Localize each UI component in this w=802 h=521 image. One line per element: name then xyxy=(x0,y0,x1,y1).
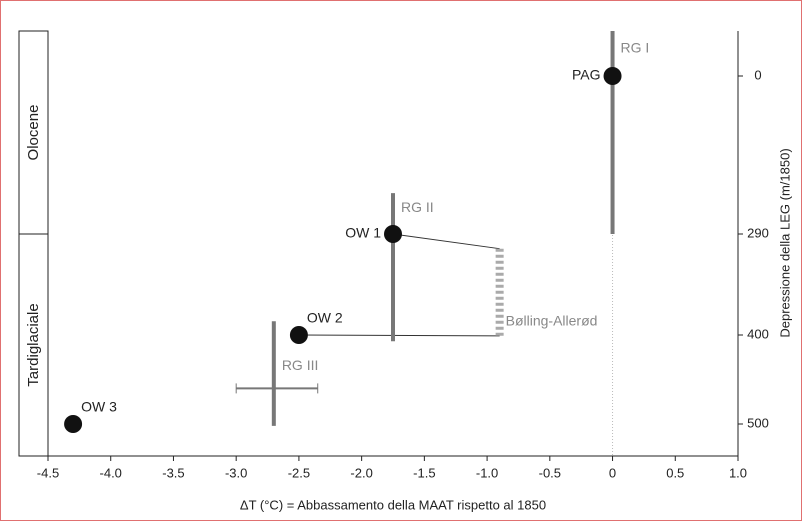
connector xyxy=(392,233,500,250)
y-tick-label: 400 xyxy=(747,326,769,341)
point xyxy=(384,225,402,243)
x-tick-label: 0 xyxy=(609,465,616,480)
point xyxy=(64,415,83,433)
point-label: PAG xyxy=(572,67,601,83)
y-tick-label: 290 xyxy=(747,225,769,240)
range-label: RG II xyxy=(401,199,434,215)
point-label: OW 1 xyxy=(345,225,381,241)
point xyxy=(289,326,308,344)
x-tick-label: -1.5 xyxy=(413,465,435,480)
x-axis-label: ΔT (°C) = Abbassamento della MAAT rispet… xyxy=(240,497,546,512)
period-box xyxy=(18,233,49,457)
range-label: RG III xyxy=(282,357,319,373)
x-tick-label: -4.5 xyxy=(37,465,59,480)
x-tick-label: -3.5 xyxy=(162,465,184,480)
period-label: Tardiglaciale xyxy=(25,303,42,386)
y-axis-label: Depressione della LEG (m/1850) xyxy=(777,148,792,337)
x-tick-label: -4.0 xyxy=(100,465,122,480)
period-label: Olocene xyxy=(25,105,42,161)
x-tick-label: 0.5 xyxy=(666,465,684,480)
point-label: OW 3 xyxy=(81,399,117,415)
connector xyxy=(298,334,500,337)
x-tick-label: 1.0 xyxy=(729,465,747,480)
x-tick-label: -2.5 xyxy=(288,465,310,480)
y-tick-label: 0 xyxy=(754,67,761,82)
x-tick-label: -1.0 xyxy=(476,465,498,480)
point xyxy=(603,67,622,85)
x-tick-label: -0.5 xyxy=(539,465,561,480)
x-tick-label: -2.0 xyxy=(350,465,372,480)
range-label: RG I xyxy=(621,40,650,56)
x-tick-label: -3.0 xyxy=(225,465,247,480)
range-label: Bølling-Allerød xyxy=(506,313,598,329)
y-tick-label: 500 xyxy=(747,415,769,430)
point-label: OW 2 xyxy=(307,310,343,326)
